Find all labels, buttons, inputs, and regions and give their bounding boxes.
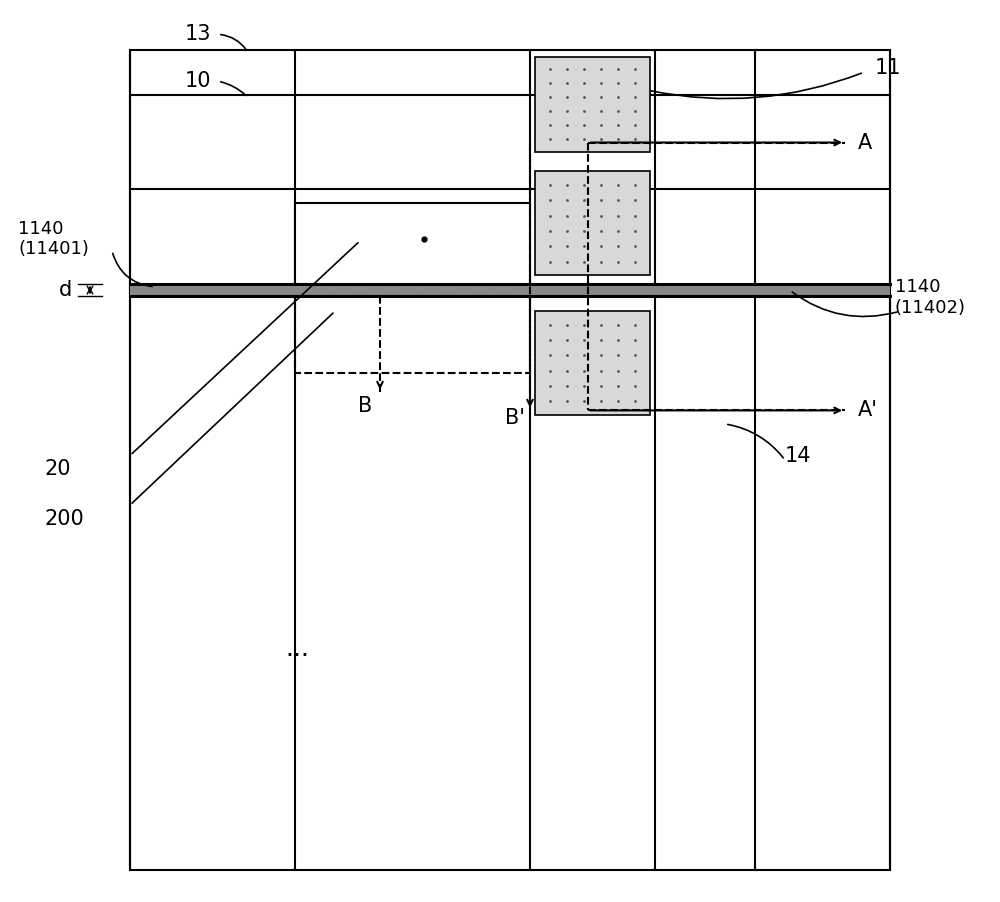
Text: 11: 11 bbox=[875, 58, 902, 78]
Bar bbox=[535, 57, 650, 152]
Text: 13: 13 bbox=[185, 24, 212, 44]
Bar bbox=[535, 171, 650, 275]
Bar bbox=[295, 296, 530, 373]
Text: 1140
(11402): 1140 (11402) bbox=[895, 278, 966, 318]
Text: d: d bbox=[59, 281, 72, 300]
Text: B': B' bbox=[505, 408, 525, 428]
Bar bbox=[130, 284, 890, 296]
Text: 200: 200 bbox=[45, 509, 85, 529]
Text: ...: ... bbox=[285, 638, 309, 661]
Text: 14: 14 bbox=[785, 446, 812, 465]
Bar bbox=[295, 203, 530, 284]
Text: 1140
(11401): 1140 (11401) bbox=[18, 219, 89, 259]
Bar bbox=[535, 311, 650, 415]
Text: 10: 10 bbox=[185, 71, 212, 91]
Bar bbox=[130, 50, 890, 870]
Text: 20: 20 bbox=[45, 459, 72, 479]
Text: B: B bbox=[358, 396, 372, 416]
Text: A': A' bbox=[858, 400, 878, 420]
Text: A: A bbox=[858, 133, 872, 152]
